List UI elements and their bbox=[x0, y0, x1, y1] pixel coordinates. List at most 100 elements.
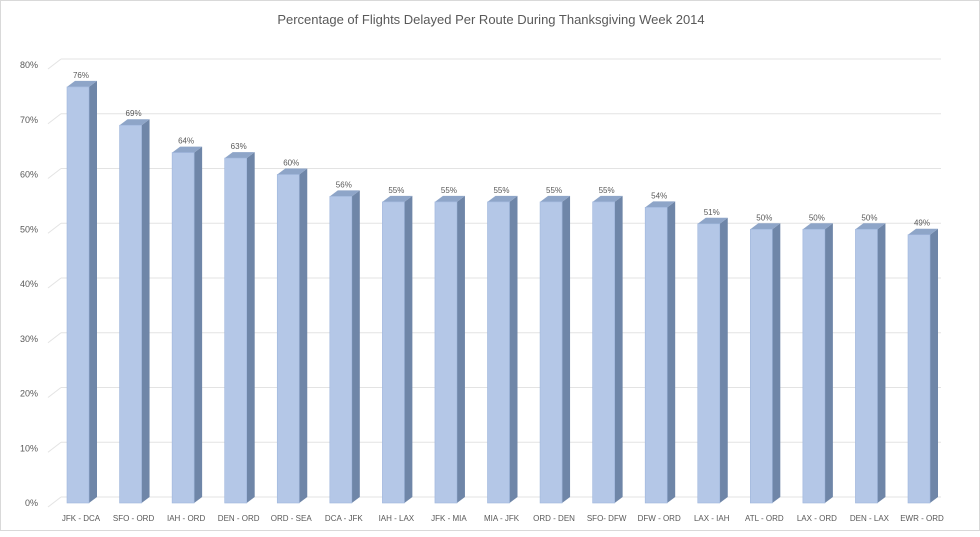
bar bbox=[750, 223, 781, 504]
y-tick-label: 60% bbox=[20, 170, 38, 180]
gridline-depth bbox=[47, 441, 62, 453]
bars bbox=[66, 80, 938, 504]
data-label: 55% bbox=[599, 186, 615, 195]
bar bbox=[697, 217, 728, 504]
bar-front bbox=[907, 234, 931, 504]
bar-front bbox=[592, 201, 615, 504]
bar-side bbox=[351, 190, 360, 503]
bar-front bbox=[224, 157, 247, 504]
bar bbox=[66, 80, 97, 504]
bar-top bbox=[67, 80, 97, 87]
bar-front bbox=[855, 228, 878, 504]
bar bbox=[224, 152, 255, 504]
bar-side bbox=[930, 228, 938, 503]
x-tick-label: JFK - DCA bbox=[62, 514, 101, 523]
y-tick-label: 50% bbox=[20, 224, 38, 234]
bar bbox=[276, 168, 308, 504]
data-label: 55% bbox=[388, 186, 404, 195]
x-tick-label: DEN - ORD bbox=[218, 514, 260, 523]
bar-front bbox=[487, 201, 510, 504]
x-tick-label: SFO- DFW bbox=[587, 514, 627, 523]
bar bbox=[119, 119, 150, 504]
bar-side bbox=[141, 119, 150, 503]
bar-front bbox=[644, 207, 668, 504]
data-label: 56% bbox=[336, 180, 352, 189]
gridline-depth bbox=[47, 332, 62, 344]
bar-front bbox=[434, 201, 458, 504]
y-tick-label: 30% bbox=[20, 334, 38, 344]
data-label: 51% bbox=[704, 208, 720, 217]
y-tick-label: 80% bbox=[20, 60, 38, 70]
x-tick-label: ORD - SEA bbox=[271, 514, 313, 523]
data-label: 50% bbox=[756, 213, 772, 222]
bar-side bbox=[824, 223, 833, 503]
gridline-depth bbox=[47, 387, 62, 398]
chart-title: Percentage of Flights Delayed Per Route … bbox=[277, 12, 704, 27]
data-label: 60% bbox=[283, 159, 299, 168]
bar-side bbox=[614, 195, 623, 503]
bar-top bbox=[750, 223, 781, 230]
x-tick-label: EWR - ORD bbox=[900, 514, 944, 523]
data-label: 55% bbox=[493, 186, 509, 195]
bar-side bbox=[404, 195, 413, 503]
bar-top bbox=[592, 195, 623, 202]
bar bbox=[329, 190, 360, 504]
bar bbox=[855, 223, 886, 504]
gridline-depth bbox=[47, 113, 62, 125]
y-axis-ticks: 0% 10% 20% 30% 40% 50% 60% 70% 80% bbox=[20, 60, 38, 508]
x-tick-label: DFW - ORD bbox=[638, 514, 681, 523]
bar bbox=[802, 223, 833, 504]
bar-front bbox=[329, 196, 353, 504]
bar-top bbox=[855, 223, 886, 230]
bar-top bbox=[802, 223, 833, 230]
bar-front bbox=[802, 228, 826, 504]
bar-top bbox=[645, 201, 676, 208]
bar-top bbox=[487, 195, 518, 202]
bar-side bbox=[877, 223, 886, 503]
y-tick-label: 20% bbox=[20, 389, 38, 399]
bar-top bbox=[224, 152, 255, 159]
bar bbox=[907, 228, 938, 504]
bar-front bbox=[276, 174, 300, 504]
data-label: 50% bbox=[861, 213, 877, 222]
gridline-depth bbox=[47, 222, 62, 234]
data-label: 49% bbox=[914, 219, 930, 228]
bar bbox=[539, 195, 571, 504]
bar bbox=[171, 146, 203, 504]
data-label: 54% bbox=[651, 191, 667, 200]
bar-side bbox=[719, 217, 728, 503]
bar-front bbox=[119, 124, 142, 504]
gridline-depth bbox=[47, 277, 62, 289]
y-tick-label: 40% bbox=[20, 279, 38, 289]
bar-top bbox=[172, 146, 203, 153]
data-label: 50% bbox=[809, 213, 825, 222]
gridline-depth bbox=[47, 496, 62, 508]
bar-top bbox=[540, 195, 571, 202]
x-tick-label: ORD - DEN bbox=[533, 514, 575, 523]
data-label: 55% bbox=[441, 186, 457, 195]
bar-front bbox=[750, 228, 773, 504]
bar-side bbox=[246, 152, 255, 503]
bar bbox=[592, 195, 623, 504]
y-tick-label: 70% bbox=[20, 115, 38, 125]
y-tick-label: 0% bbox=[25, 498, 38, 508]
bar-side bbox=[456, 195, 465, 503]
bar-front bbox=[171, 152, 195, 504]
bar-side bbox=[562, 195, 571, 503]
bar-top bbox=[382, 195, 413, 202]
x-tick-label: LAX - IAH bbox=[694, 514, 730, 523]
gridline-depth bbox=[47, 168, 62, 179]
bar-front bbox=[539, 201, 563, 504]
data-label: 76% bbox=[73, 71, 89, 80]
bar-front bbox=[66, 86, 90, 504]
bar-side bbox=[772, 223, 781, 503]
x-tick-label: MIA - JFK bbox=[484, 514, 520, 523]
x-tick-label: SFO - ORD bbox=[113, 514, 155, 523]
bar-top bbox=[329, 190, 360, 197]
y-tick-label: 10% bbox=[20, 443, 38, 453]
data-label: 64% bbox=[178, 137, 194, 146]
x-axis-ticks: JFK - DCA SFO - ORD IAH - ORD DEN - ORD ORD … bbox=[62, 514, 944, 523]
x-tick-label: DCA - JFK bbox=[325, 514, 363, 523]
